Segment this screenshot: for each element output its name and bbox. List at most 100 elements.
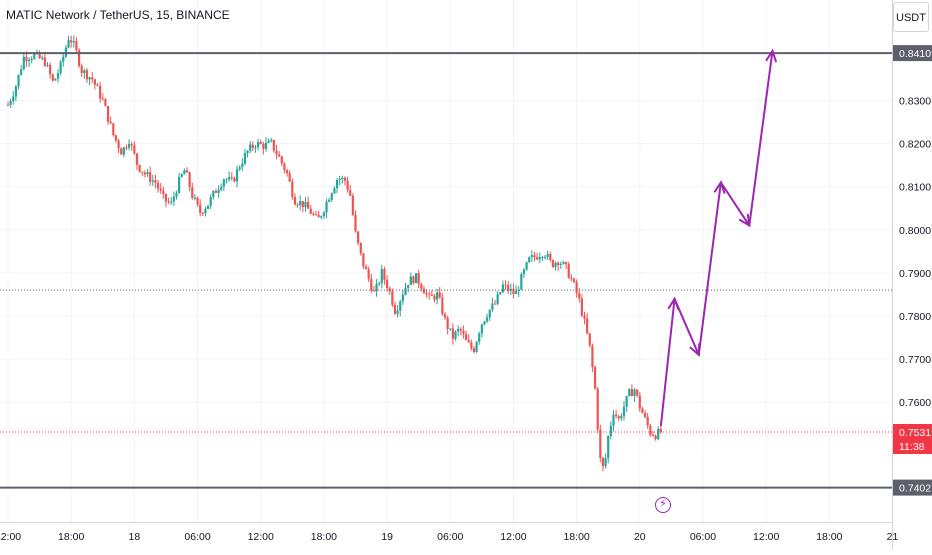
candle	[120, 147, 123, 155]
candle	[633, 387, 636, 402]
candle	[654, 434, 657, 441]
candle	[385, 275, 389, 292]
projection-line	[659, 50, 774, 427]
candle	[622, 401, 626, 421]
candle	[643, 410, 647, 419]
candle	[17, 74, 20, 90]
candle	[628, 388, 631, 397]
candle	[564, 261, 568, 270]
candle	[251, 141, 254, 152]
candle	[149, 166, 152, 186]
candle	[209, 194, 212, 209]
candle	[370, 273, 373, 294]
candle	[543, 254, 547, 260]
candle	[164, 193, 168, 208]
time-tick-label: 19	[381, 531, 393, 543]
candle	[551, 259, 555, 269]
candle	[536, 252, 539, 261]
candle	[67, 35, 70, 49]
candle	[138, 164, 141, 173]
candle	[122, 146, 125, 158]
candle	[180, 173, 183, 178]
candle	[275, 144, 278, 160]
candle	[77, 48, 81, 69]
candle	[20, 65, 23, 76]
candle	[651, 431, 655, 437]
candle	[330, 192, 333, 202]
time-axis[interactable]: 12:00 18:00 18 06:00 12:00 18:00 19 06:00 12:00 1…	[0, 522, 899, 550]
candle	[609, 421, 612, 440]
time-tick-label: 12:00	[753, 531, 779, 543]
time-tick-label: 06:00	[184, 531, 210, 543]
symbol-title: MATIC Network / TetherUS, 15, BINANCE	[4, 8, 232, 22]
candle	[414, 273, 418, 284]
candle	[56, 68, 60, 83]
projection-arrowhead	[738, 213, 751, 228]
candle	[112, 122, 115, 137]
candle	[43, 51, 46, 68]
level-price-tag	[893, 45, 932, 62]
candle	[491, 297, 494, 313]
candle	[604, 453, 607, 469]
candle	[530, 250, 533, 262]
currency-button[interactable]: USDT	[893, 2, 929, 32]
candle	[349, 184, 352, 197]
candle	[507, 280, 510, 295]
candle	[309, 204, 312, 215]
candle	[246, 150, 249, 158]
candle	[593, 365, 597, 390]
grid-lines	[0, 0, 894, 522]
candle	[22, 53, 25, 71]
candle	[404, 282, 407, 296]
price-axis[interactable]: 0.8300 0.8200 0.8100 0.8000 0.7900 0.7800 0.77…	[892, 0, 932, 550]
last-price-label: 0.7531	[899, 427, 931, 439]
candle	[38, 50, 41, 59]
candle	[91, 72, 94, 83]
candle	[549, 251, 552, 262]
candle	[435, 288, 439, 305]
candle	[64, 44, 68, 59]
candle	[141, 171, 144, 177]
candle	[333, 186, 336, 194]
candle	[317, 210, 320, 218]
candle	[220, 183, 223, 192]
candle	[106, 105, 110, 125]
candle	[514, 285, 518, 295]
candle	[641, 406, 644, 414]
candle	[12, 91, 15, 105]
level-price-tag	[893, 479, 932, 496]
projection-arrowhead	[713, 180, 726, 194]
level-price-label: 0.7402	[899, 483, 931, 495]
time-tick-label: 06:00	[437, 531, 463, 543]
candle	[493, 299, 497, 305]
candle	[607, 434, 610, 464]
projection-arrowhead	[667, 296, 680, 311]
candle	[304, 196, 307, 212]
candle	[264, 137, 268, 152]
lightning-icon[interactable]: ⚡	[655, 497, 671, 513]
candle	[446, 315, 449, 335]
candle	[630, 384, 634, 397]
candle	[170, 196, 173, 205]
price-tick-label: 0.8100	[899, 182, 931, 194]
candle	[346, 176, 349, 193]
candle	[541, 255, 544, 262]
price-axis-bg	[892, 0, 932, 550]
candle	[620, 413, 623, 421]
candle	[162, 186, 165, 199]
candle	[233, 176, 236, 183]
candle	[612, 409, 615, 432]
candle	[104, 97, 107, 107]
time-tick-label: 18:00	[58, 531, 84, 543]
candle	[417, 269, 420, 288]
candle	[486, 313, 489, 324]
candle	[72, 35, 75, 48]
candle	[93, 78, 96, 90]
candle	[383, 266, 386, 285]
candle	[462, 325, 465, 339]
candle	[433, 293, 436, 303]
candle	[483, 320, 486, 326]
candle	[364, 264, 368, 270]
